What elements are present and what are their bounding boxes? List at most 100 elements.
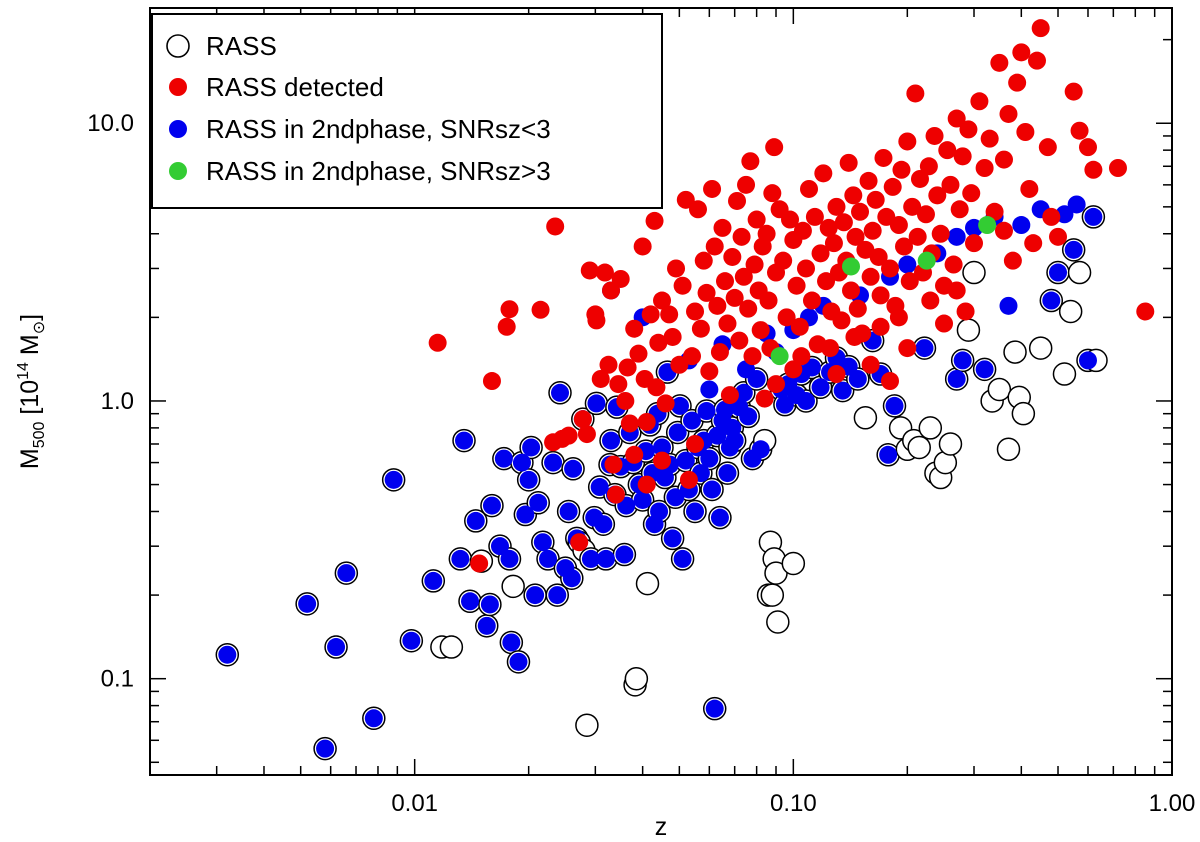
point-rass-in-2ndphase-snrsz-3 <box>522 438 541 457</box>
y-axis-title-bracket: [10 <box>16 380 44 422</box>
point-rass-detected <box>1136 302 1155 321</box>
point-rass-detected <box>580 261 599 280</box>
point-rass-detected <box>641 305 660 324</box>
y-axis-title: M500 [1014 M⊙] <box>15 314 48 469</box>
point-rass-in-2ndphase-snrsz-3 <box>316 739 335 758</box>
point-rass-in-2ndphase-snrsz-3 <box>364 709 383 728</box>
point-rass-detected <box>953 147 972 166</box>
point-rass-detected <box>767 375 786 394</box>
point-rass-detected <box>1070 121 1089 140</box>
point-rass-detected <box>871 317 890 336</box>
point-rass-detected <box>970 92 989 111</box>
point-rass-detected <box>611 269 630 288</box>
point-rass-detected <box>718 314 737 333</box>
point-rass-in-2ndphase-snrsz-3 <box>710 508 729 527</box>
point-rass-in-2ndphase-snrsz-3 <box>602 431 621 450</box>
point-rass-detected <box>994 150 1013 169</box>
point-rass-detected <box>705 237 724 256</box>
point-rass-detected <box>1042 207 1061 226</box>
point-rass-in-2ndphase-snrsz-3 <box>833 381 852 400</box>
point-rass-in-2ndphase-snrsz-3 <box>796 391 815 410</box>
legend-marker-2ndphase-high <box>169 162 187 180</box>
point-rass-detected <box>869 247 888 266</box>
point-rass-in-2ndphase-snrsz-3 <box>716 400 735 419</box>
point-rass-detected <box>861 267 880 286</box>
point-rass-in-2ndphase-snrsz-3 <box>596 549 615 568</box>
point-rass-detected <box>1027 51 1046 70</box>
point-rass-detected <box>723 247 742 266</box>
point-rass-in-2ndphase-snrsz-3 <box>683 411 702 430</box>
point-rass <box>766 610 790 634</box>
point-rass-in-2ndphase-snrsz-3 <box>539 549 558 568</box>
point-rass-detected <box>647 378 666 397</box>
point-rass-detected <box>956 302 975 321</box>
point-rass-detected <box>755 389 774 408</box>
point-rass-in-2ndphase-snrsz-3 <box>548 586 567 605</box>
point-rass-detected <box>670 355 689 374</box>
point-rass-detected <box>645 211 664 230</box>
point-rass-detected <box>824 234 843 253</box>
point-rass-detected <box>1084 160 1103 179</box>
point-rass-detected <box>497 317 516 336</box>
point-rass-detected <box>848 299 867 318</box>
point-rass-detected <box>928 186 947 205</box>
point-rass-detected <box>827 365 846 384</box>
point-rass-detected <box>751 321 770 340</box>
point-rass-in-2ndphase-snrsz-3 <box>526 586 545 605</box>
y-axis-title-sub: 500 <box>31 421 48 448</box>
point-rass-in-2ndphase-snrsz-3 <box>1064 240 1083 259</box>
point-rass-detected <box>931 224 950 243</box>
point-rass-detected <box>774 251 793 270</box>
point-rass-detected <box>793 221 812 240</box>
point-rass-in-2ndphase-snrsz-3 <box>879 445 898 464</box>
point-rass-detected <box>777 308 796 327</box>
point-rass-detected <box>428 333 447 352</box>
point-rass-detected <box>739 299 758 318</box>
scatter-points <box>215 19 1155 761</box>
point-rass-detected <box>792 347 811 366</box>
point-rass-detected <box>871 286 890 305</box>
point-rass-detected <box>805 207 824 226</box>
point-rass-in-2ndphase-snrsz-3 <box>1012 216 1031 235</box>
point-rass-detected <box>903 197 922 216</box>
point-rass-detected <box>559 426 578 445</box>
point-rass-detected <box>819 218 838 237</box>
point-rass <box>853 406 878 430</box>
point-rass-detected <box>679 470 698 489</box>
point-rass-detected <box>653 291 672 310</box>
point-rass-detected <box>470 554 489 573</box>
point-rass-detected <box>730 331 749 350</box>
point-rass-detected <box>660 305 679 324</box>
point-rass-detected <box>1012 43 1031 62</box>
point-rass-detected <box>633 237 652 256</box>
point-rass-in-2ndphase-snrsz-3 <box>842 257 861 276</box>
point-rass-detected <box>691 319 710 338</box>
point-rass-detected <box>653 451 672 470</box>
point-rass-detected <box>990 53 1009 72</box>
point-rass-detected <box>962 184 981 203</box>
point-rass <box>1028 336 1053 360</box>
point-rass-detected <box>599 355 618 374</box>
point-rass-detected <box>570 533 589 552</box>
point-rass-in-2ndphase-snrsz-3 <box>686 502 705 521</box>
point-rass-in-2ndphase-snrsz-3 <box>482 496 501 515</box>
point-rass-detected <box>994 221 1013 240</box>
point-rass-detected <box>710 343 729 362</box>
point-rass-in-2ndphase-snrsz-3 <box>500 549 519 568</box>
point-rass-in-2ndphase-snrsz-3 <box>461 592 480 611</box>
point-rass-detected <box>787 276 806 295</box>
point-rass-in-2ndphase-snrsz-3 <box>668 423 687 442</box>
point-rass <box>938 432 963 456</box>
point-rass-in-2ndphase-snrsz-3 <box>1049 263 1068 282</box>
point-rass-in-2ndphase-snrsz-3 <box>564 459 583 478</box>
point-rass-detected <box>883 177 902 196</box>
point-rass-in-2ndphase-snrsz-3 <box>947 227 966 246</box>
point-rass-detected <box>734 267 753 286</box>
point-rass-detected <box>732 227 751 246</box>
point-rass <box>1011 401 1036 426</box>
point-rass-in-2ndphase-snrsz-3 <box>676 451 695 470</box>
point-rass-detected <box>737 175 756 194</box>
point-rass-detected <box>1064 82 1083 101</box>
point-rass-detected <box>713 218 732 237</box>
point-rass-detected <box>1108 159 1127 178</box>
